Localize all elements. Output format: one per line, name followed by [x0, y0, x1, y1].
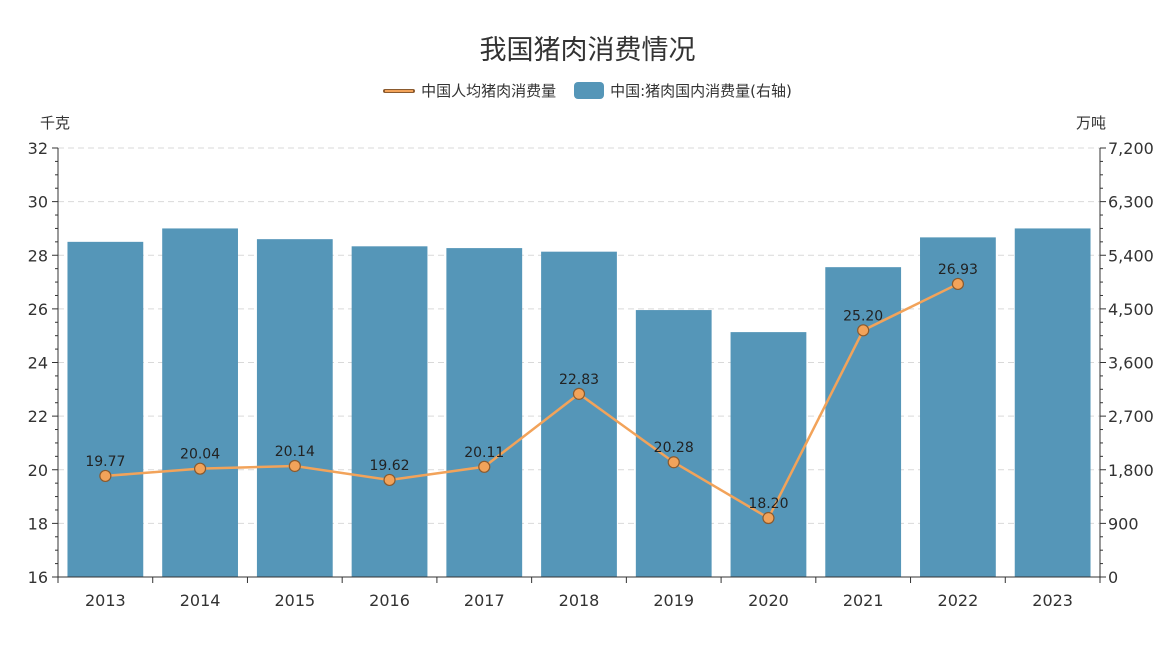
- left-tick-label: 20: [28, 461, 48, 480]
- marker-2016: [383, 473, 396, 487]
- bar-2020: [730, 332, 807, 577]
- legend-item-per-capita[interactable]: 中国人均猪肉消费量: [383, 80, 556, 101]
- data-label-2015: 20.14: [275, 444, 315, 460]
- data-label-2021: 25.20: [843, 308, 883, 324]
- x-tick-label: 2019: [653, 591, 694, 610]
- legend: 中国人均猪肉消费量 中国:猪肉国内消费量(右轴): [0, 80, 1175, 101]
- data-label-2018: 22.83: [559, 372, 599, 388]
- x-tick-label: 2015: [274, 591, 315, 610]
- right-tick-label: 0: [1108, 568, 1118, 587]
- x-tick-label: 2023: [1032, 591, 1073, 610]
- axes: 16182022242628303209001,8002,7003,6004,5…: [28, 139, 1154, 610]
- per-capita-line: [105, 282, 959, 520]
- bar-2015: [256, 239, 333, 577]
- marker-2019: [667, 456, 680, 469]
- right-tick-label: 900: [1108, 514, 1139, 533]
- left-tick-label: 24: [28, 354, 48, 373]
- marker-2020: [762, 511, 775, 525]
- legend-label-per-capita: 中国人均猪肉消费量: [421, 82, 557, 100]
- x-tick-label: 2014: [180, 591, 221, 610]
- legend-line-swatch: [383, 88, 416, 93]
- right-axis-unit: 万吨: [1076, 114, 1107, 132]
- left-tick-label: 28: [28, 246, 48, 265]
- left-tick-label: 16: [28, 568, 48, 587]
- x-tick-label: 2020: [748, 591, 789, 610]
- bar-series: [67, 228, 1091, 578]
- x-tick-label: 2022: [938, 591, 979, 610]
- left-axis-unit: 千克: [40, 114, 71, 132]
- marker-2013: [99, 469, 112, 483]
- x-tick-label: 2013: [85, 591, 126, 610]
- bar-2016: [351, 246, 428, 577]
- left-tick-label: 18: [28, 514, 48, 533]
- data-label-2016: 19.62: [369, 458, 409, 474]
- right-tick-label: 2,700: [1108, 407, 1154, 426]
- bar-2014: [162, 228, 238, 577]
- legend-item-domestic[interactable]: 中国:猪肉国内消费量(右轴): [574, 80, 792, 101]
- right-tick-label: 4,500: [1108, 300, 1154, 319]
- data-label-2022: 26.93: [938, 262, 978, 278]
- x-tick-label: 2021: [843, 591, 884, 610]
- marker-2021: [857, 324, 870, 337]
- marker-2015: [288, 459, 301, 473]
- x-tick-label: 2017: [464, 591, 505, 610]
- right-tick-label: 3,600: [1108, 354, 1154, 373]
- bar-2013: [67, 241, 144, 577]
- bar-2023: [1014, 228, 1091, 577]
- right-tick-label: 6,300: [1108, 193, 1154, 212]
- data-label-2013: 19.77: [85, 454, 125, 470]
- chart-title: 我国猪肉消费情况: [479, 35, 696, 66]
- x-tick-label: 2016: [369, 591, 410, 610]
- right-tick-label: 5,400: [1108, 246, 1154, 265]
- left-tick-label: 32: [28, 139, 48, 158]
- data-labels: 19.77 20.04 20.14 19.62 20.11 22.83 20.28 18.20…: [85, 262, 978, 512]
- marker-2018: [572, 387, 586, 400]
- data-label-2020: 18.20: [748, 496, 788, 512]
- bar-2017: [446, 248, 523, 577]
- left-tick-label: 22: [28, 407, 48, 426]
- data-label-2017: 20.11: [464, 445, 504, 461]
- left-tick-label: 26: [28, 300, 48, 319]
- marker-2017: [478, 460, 491, 473]
- marker-2022: [951, 277, 965, 291]
- legend-bar-swatch: [574, 82, 605, 99]
- left-tick-label: 30: [28, 193, 48, 212]
- line-series: [99, 277, 965, 525]
- right-tick-label: 1,800: [1108, 461, 1154, 480]
- data-label-2019: 20.28: [654, 440, 694, 456]
- marker-2014: [193, 462, 207, 475]
- legend-label-domestic: 中国:猪肉国内消费量(右轴): [610, 82, 792, 100]
- x-tick-label: 2018: [559, 591, 600, 610]
- right-tick-label: 7,200: [1108, 139, 1154, 158]
- bar-2022: [920, 237, 996, 577]
- data-label-2014: 20.04: [180, 447, 220, 463]
